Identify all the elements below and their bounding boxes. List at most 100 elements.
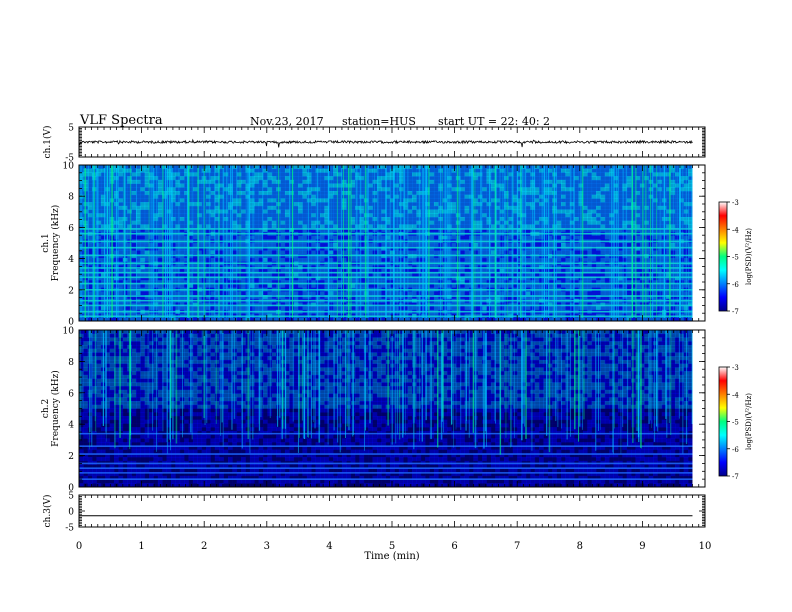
spectrogram-cell [219, 168, 225, 173]
spectrogram-cell [482, 209, 487, 214]
spectrogram-cell [263, 302, 268, 307]
spectrogram-cell [534, 176, 540, 181]
spectrogram-cell [381, 295, 387, 300]
spectrogram-cell [569, 235, 575, 240]
spectrogram-cell [179, 165, 185, 170]
spectrogram-cell [79, 179, 84, 184]
spectrogram-cell [289, 168, 295, 173]
spectrogram-cell [512, 217, 518, 222]
spectrogram-cell [547, 291, 553, 296]
spectrogram-cell [219, 257, 225, 262]
spectrogram-cell [306, 183, 312, 188]
spectrogram-cell [263, 172, 268, 177]
spectrogram-cell [311, 291, 317, 296]
spectrogram-cell [135, 209, 141, 214]
spectrogram-cell [276, 246, 281, 251]
spectrogram-cell [135, 187, 141, 192]
spectrogram-cell [118, 291, 124, 296]
spectrogram-cell [486, 213, 492, 218]
spectrogram-cell [429, 217, 435, 222]
spectrogram-cell [83, 213, 89, 218]
spectrogram-cell [306, 272, 312, 277]
spectrogram-cell [267, 280, 273, 285]
spectrogram-cell [556, 205, 562, 210]
spectrogram-cell [280, 246, 286, 251]
spectrogram-cell [376, 220, 382, 225]
spectrogram-cell [429, 246, 435, 251]
spectrogram-cell [547, 306, 553, 311]
spectrogram-cell [539, 198, 544, 203]
spectrogram-cell [569, 191, 575, 196]
spectrogram-cell [525, 179, 531, 184]
spectrogram-cell [372, 269, 378, 274]
spectrogram-cell [311, 257, 317, 262]
spectrogram-cell [232, 168, 238, 173]
spectrogram-cell [140, 217, 146, 222]
spectrogram-cell [359, 202, 365, 207]
spectrogram-cell [425, 209, 430, 214]
spectrogram-cell [385, 213, 391, 218]
spectrogram-cell [267, 246, 273, 251]
spectrogram-cell [144, 291, 150, 296]
spectrogram-cell [118, 283, 124, 288]
spectrogram-cell [482, 317, 487, 321]
spectrogram-cell [324, 243, 330, 248]
spectrogram-cell [359, 295, 365, 300]
spectrogram-cell [482, 198, 487, 203]
spectrogram-cell [341, 228, 347, 233]
spectrogram-cell [276, 280, 281, 285]
spectrogram-cell [547, 191, 553, 196]
spectrogram-cell [157, 283, 163, 288]
spectrogram-cell [311, 183, 317, 188]
spectrogram-cell [162, 165, 168, 170]
spectrogram-cell [131, 257, 137, 262]
spectrogram-cell [131, 269, 137, 274]
spectrogram-cell [267, 272, 273, 277]
spectrogram-cell [381, 291, 387, 296]
spectrogram-cell [512, 257, 518, 262]
spectrogram-cell [341, 183, 347, 188]
spectrogram-cell [504, 276, 509, 281]
spectrogram-cell [179, 176, 185, 181]
spectrogram-cell [306, 276, 312, 281]
spectrogram-cell [184, 235, 189, 240]
spectrogram-cell [464, 302, 470, 307]
spectrogram-cell [433, 280, 439, 285]
spectrogram-cell [407, 283, 413, 288]
spectrogram-cell [490, 202, 496, 207]
spectrogram-cell [403, 276, 409, 281]
spectrogram-cell [486, 165, 492, 170]
spectrogram-cell [162, 198, 168, 203]
spectrogram-cell [482, 291, 487, 296]
spectrogram-cell [337, 283, 343, 288]
spectrogram-cell [175, 302, 181, 307]
spectrogram-cell [144, 191, 150, 196]
spectrogram-cell [135, 217, 141, 222]
spectrogram-cell [267, 243, 273, 248]
spectrogram-cell [473, 243, 479, 248]
spectrogram-cell [162, 228, 168, 233]
spectrogram-cell [96, 202, 102, 207]
spectrogram-cell [530, 183, 536, 188]
spectrogram-cell [214, 250, 220, 255]
spectrogram-cell [175, 276, 181, 281]
spectrogram-cell [473, 246, 479, 251]
spectrogram-cell [482, 179, 487, 184]
spectrogram-cell [565, 302, 571, 307]
spectrogram-cell [206, 217, 211, 222]
spectrogram-cell [324, 220, 330, 225]
spectrogram-cell [521, 205, 527, 210]
spectrogram-cell [289, 224, 295, 229]
spectrogram-cell [464, 213, 470, 218]
spectrogram-cell [298, 205, 303, 210]
spectrogram-cell [530, 217, 536, 222]
spectrogram-cell [153, 172, 159, 177]
spectrogram-cell [214, 269, 220, 274]
spectrogram-cell [372, 205, 378, 210]
spectrogram-cell [433, 224, 439, 229]
spectrogram-cell [149, 306, 154, 311]
spectrogram-cell [499, 172, 505, 177]
spectrogram-cell [166, 283, 172, 288]
spectrogram-cell [464, 291, 470, 296]
spectrogram-cell [153, 183, 159, 188]
